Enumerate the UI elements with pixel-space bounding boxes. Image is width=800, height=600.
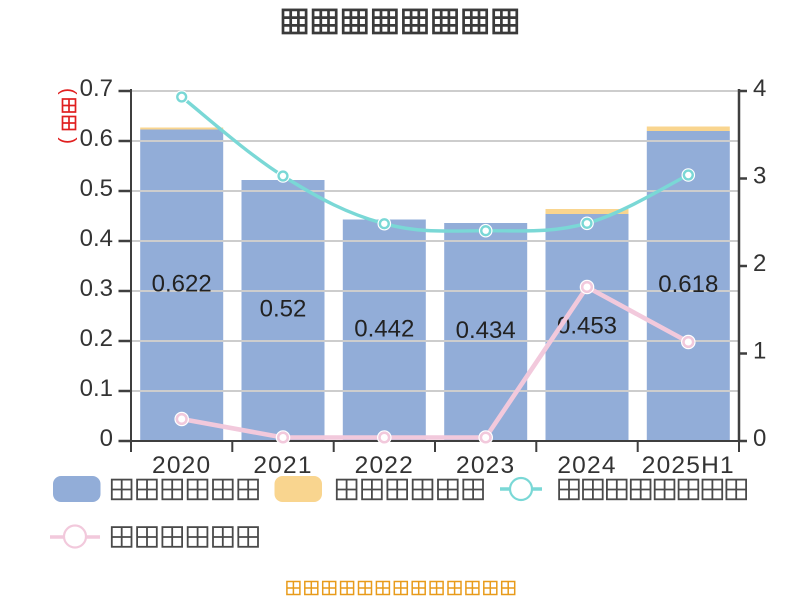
svg-text:3: 3 [753,163,766,190]
svg-text:2020: 2020 [152,452,211,479]
svg-text:0.6: 0.6 [80,125,113,152]
svg-text:0.434: 0.434 [456,317,516,344]
svg-text:0: 0 [100,425,113,452]
svg-text:0.622: 0.622 [152,270,212,297]
svg-text:0.442: 0.442 [354,315,414,342]
svg-text:4: 4 [753,75,766,102]
svg-text:2025H1: 2025H1 [642,452,735,479]
svg-text:): ) [57,137,79,144]
svg-text:0.4: 0.4 [80,225,113,252]
svg-text:0.1: 0.1 [80,375,113,402]
svg-text:0.52: 0.52 [260,296,307,323]
svg-text:2021: 2021 [253,452,312,479]
svg-text:0.618: 0.618 [658,271,718,298]
svg-text:2022: 2022 [355,452,414,479]
svg-text:(: ( [57,88,79,95]
svg-text:2023: 2023 [456,452,515,479]
svg-text:2: 2 [753,250,766,277]
svg-text:0: 0 [753,425,766,452]
svg-text:0.2: 0.2 [80,325,113,352]
svg-text:0.5: 0.5 [80,175,113,202]
svg-text:0.3: 0.3 [80,275,113,302]
svg-text:1: 1 [753,338,766,365]
svg-text:2024: 2024 [557,452,616,479]
svg-text:0.7: 0.7 [80,75,113,102]
